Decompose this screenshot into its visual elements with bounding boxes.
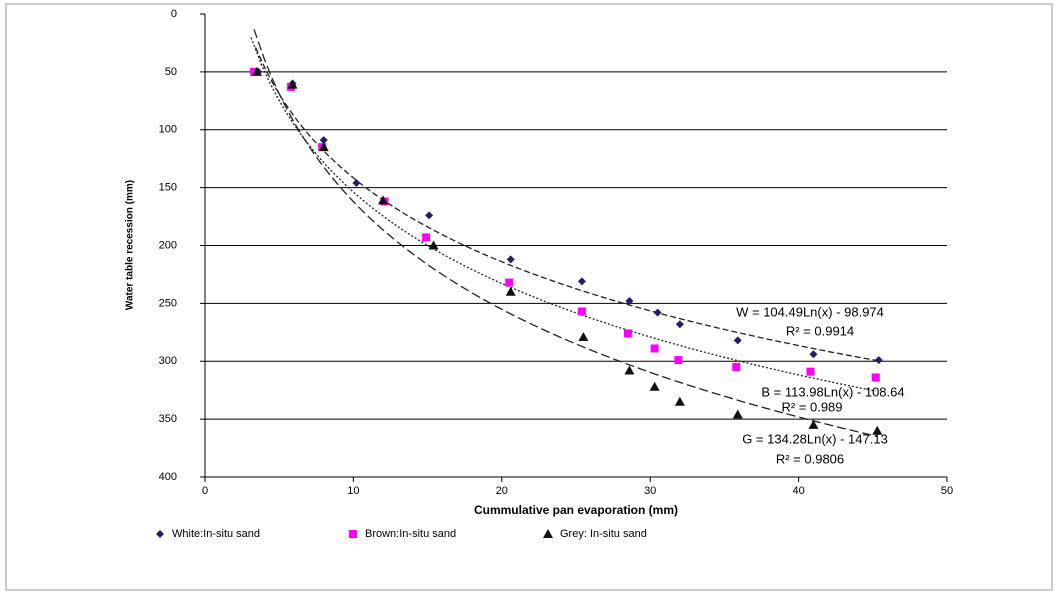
y-tick-label: 50 [165,66,177,78]
y-tick-label: 250 [159,297,177,309]
point [649,381,660,391]
point [352,178,361,187]
legend-label: Grey: In-situ sand [560,528,647,540]
y-tick-label: 100 [159,124,177,136]
point [732,409,743,419]
point [625,297,634,306]
point [872,425,883,435]
point [624,365,635,375]
legend-marker [349,530,357,538]
point [578,331,589,341]
point [675,320,684,329]
point [505,286,516,296]
point [249,67,258,76]
point [806,367,815,376]
point [732,363,741,372]
legend-marker [156,530,164,538]
point [674,396,685,406]
point [674,356,683,365]
y-tick-label: 150 [159,182,177,194]
legend-label: White:In-situ sand [172,528,260,540]
x-tick-label: 0 [202,485,208,497]
trendline-r2: R² = 0.989 [781,399,842,414]
point [577,277,586,286]
point [287,79,298,89]
legend-label: Brown:In-situ sand [365,528,456,540]
point [808,419,819,429]
point [577,307,586,316]
trendline-equation: G = 134.28Ln(x) - 147.13 [742,431,888,446]
x-tick-label: 20 [496,485,508,497]
x-tick-label: 30 [644,485,656,497]
point [422,233,431,242]
point [428,240,439,250]
point [653,308,662,317]
point [809,350,818,359]
point [506,255,515,264]
y-tick-label: 0 [171,8,177,20]
trendline [254,47,879,362]
point [650,344,659,353]
y-tick-label: 400 [159,471,177,483]
point [874,356,883,365]
y-tick-label: 300 [159,355,177,367]
point [623,329,632,338]
trendline-equation: B = 113.98Ln(x) - 108.64 [761,384,904,399]
frame [5,3,1053,591]
point [319,136,328,145]
x-axis-label: Cummulative pan evaporation (mm) [474,503,678,517]
trendline-r2: R² = 0.9806 [776,451,844,466]
point [318,142,329,152]
point [733,336,742,345]
trendline-r2: R² = 0.9914 [786,323,854,338]
point [378,195,389,205]
x-tick-label: 10 [347,485,359,497]
trendline [250,37,876,392]
point [425,211,434,220]
point [505,278,514,287]
y-tick-label: 200 [159,239,177,251]
trendline [253,29,878,438]
trendline-equation: W = 104.49Ln(x) - 98.974 [736,304,884,319]
y-tick-label: 350 [159,413,177,425]
legend-marker [543,529,553,538]
x-tick-label: 50 [941,485,953,497]
x-tick-label: 40 [792,485,804,497]
point [871,373,880,382]
y-axis-label: Water table recession (mm) [125,180,136,310]
point [251,66,262,76]
